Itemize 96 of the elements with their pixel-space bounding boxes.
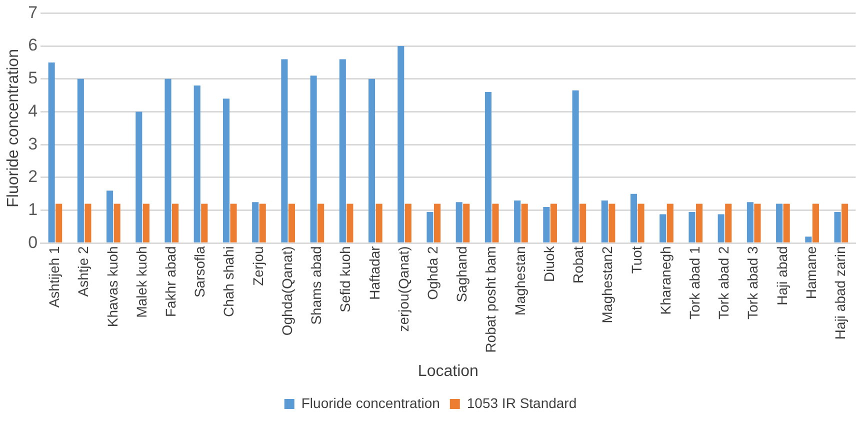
bar [463, 204, 470, 242]
bar [725, 204, 732, 242]
x-tick-label: Oghda(Qanat) [278, 246, 295, 336]
bar [114, 204, 120, 242]
bar [666, 204, 674, 242]
bar [230, 204, 237, 242]
x-tick-label: Maghestan [512, 246, 528, 316]
x-tick-label: Tork abad 3 [744, 246, 761, 320]
bar [222, 98, 230, 242]
bar [259, 204, 266, 242]
y-tick-label: 4 [28, 101, 38, 120]
bar [660, 214, 666, 242]
x-tick-label: Haji abad zarin [832, 246, 848, 340]
bar [77, 78, 84, 242]
x-tick-label: Sefid kuoh [337, 246, 354, 312]
bar [776, 204, 783, 242]
bar [142, 204, 150, 242]
bar [805, 236, 812, 242]
x-tick-label: Malek kuoh [133, 246, 150, 318]
bar [48, 62, 55, 242]
x-tick-label: Fakhr abad [162, 246, 179, 318]
bar [56, 204, 62, 242]
bar [608, 204, 616, 242]
bar [310, 76, 317, 242]
y-tick-label: 1 [28, 200, 38, 220]
bar [746, 202, 754, 242]
x-tick-label: Ashtje 2 [75, 246, 92, 297]
bar [172, 204, 179, 242]
y-tick-label: 5 [28, 68, 38, 88]
bar [368, 78, 376, 242]
y-tick-label: 2 [28, 167, 38, 186]
bar [842, 204, 848, 242]
x-tick-label: Hamane [802, 246, 819, 300]
bar [434, 204, 441, 242]
x-tick-label: Saghand [454, 246, 470, 302]
x-tick-label: Zerjou [250, 246, 266, 286]
bar [638, 204, 644, 242]
bar [550, 204, 557, 242]
x-tick-label: zerjou(Qanat) [395, 246, 412, 332]
bar [84, 204, 92, 242]
x-tick-label: Tuot [628, 246, 644, 274]
bar [812, 204, 819, 242]
bar [688, 212, 696, 242]
bar [630, 194, 638, 242]
bar [426, 212, 434, 242]
bar [318, 204, 324, 242]
y-axis-title: Fluoride concentration [5, 49, 22, 208]
bar [376, 204, 382, 242]
bar [572, 90, 579, 242]
bar [580, 204, 586, 242]
y-tick-label: 3 [28, 134, 38, 154]
x-tick-label: Shams abad [308, 246, 324, 325]
bar [404, 204, 412, 242]
bar [514, 200, 521, 242]
bar [339, 59, 346, 242]
bar [106, 190, 114, 242]
bar [521, 204, 528, 242]
x-tick-label: Haftadar [366, 246, 382, 300]
x-tick-label: Maghestan2 [599, 246, 616, 324]
x-tick-label: Khavas kuoh [104, 246, 120, 328]
bar [281, 59, 288, 242]
x-tick-label: Robat [570, 246, 586, 284]
bar [252, 202, 259, 242]
x-tick-label: Kharanegh [657, 246, 674, 315]
x-tick-label: Haji abad [774, 246, 790, 306]
bar [601, 200, 608, 242]
x-axis-title: Location [418, 362, 478, 380]
bar [754, 204, 761, 242]
x-tick-label: Ashtijeh 1 [46, 246, 62, 308]
bar [456, 202, 462, 242]
bar [543, 207, 550, 242]
bar [194, 85, 200, 242]
legend-label: 1053 IR Standard [466, 394, 577, 411]
x-tick-label: Tork abad 2 [716, 246, 732, 320]
bar [783, 204, 790, 242]
legend-label: Fluoride concentration [301, 394, 440, 411]
y-tick-label: 0 [28, 232, 38, 252]
bar [136, 112, 142, 242]
bar [346, 204, 354, 242]
bar [492, 204, 499, 242]
x-tick-label: Chah shahi [220, 246, 237, 318]
bar [484, 92, 492, 242]
x-tick-label: Robat posht bam [482, 246, 499, 353]
bar [288, 204, 295, 242]
x-tick-label: Diuok [540, 245, 557, 282]
x-tick-label: Tork abad 1 [686, 246, 702, 320]
bar [398, 46, 404, 242]
bar [164, 78, 172, 242]
bar [834, 212, 841, 242]
y-tick-label: 7 [28, 2, 38, 22]
bar [201, 204, 208, 242]
bar [718, 214, 724, 242]
x-tick-label: Oghda 2 [424, 246, 440, 300]
y-tick-label: 6 [28, 36, 38, 55]
bar [696, 204, 703, 242]
x-tick-label: Sarsofla [192, 246, 208, 298]
